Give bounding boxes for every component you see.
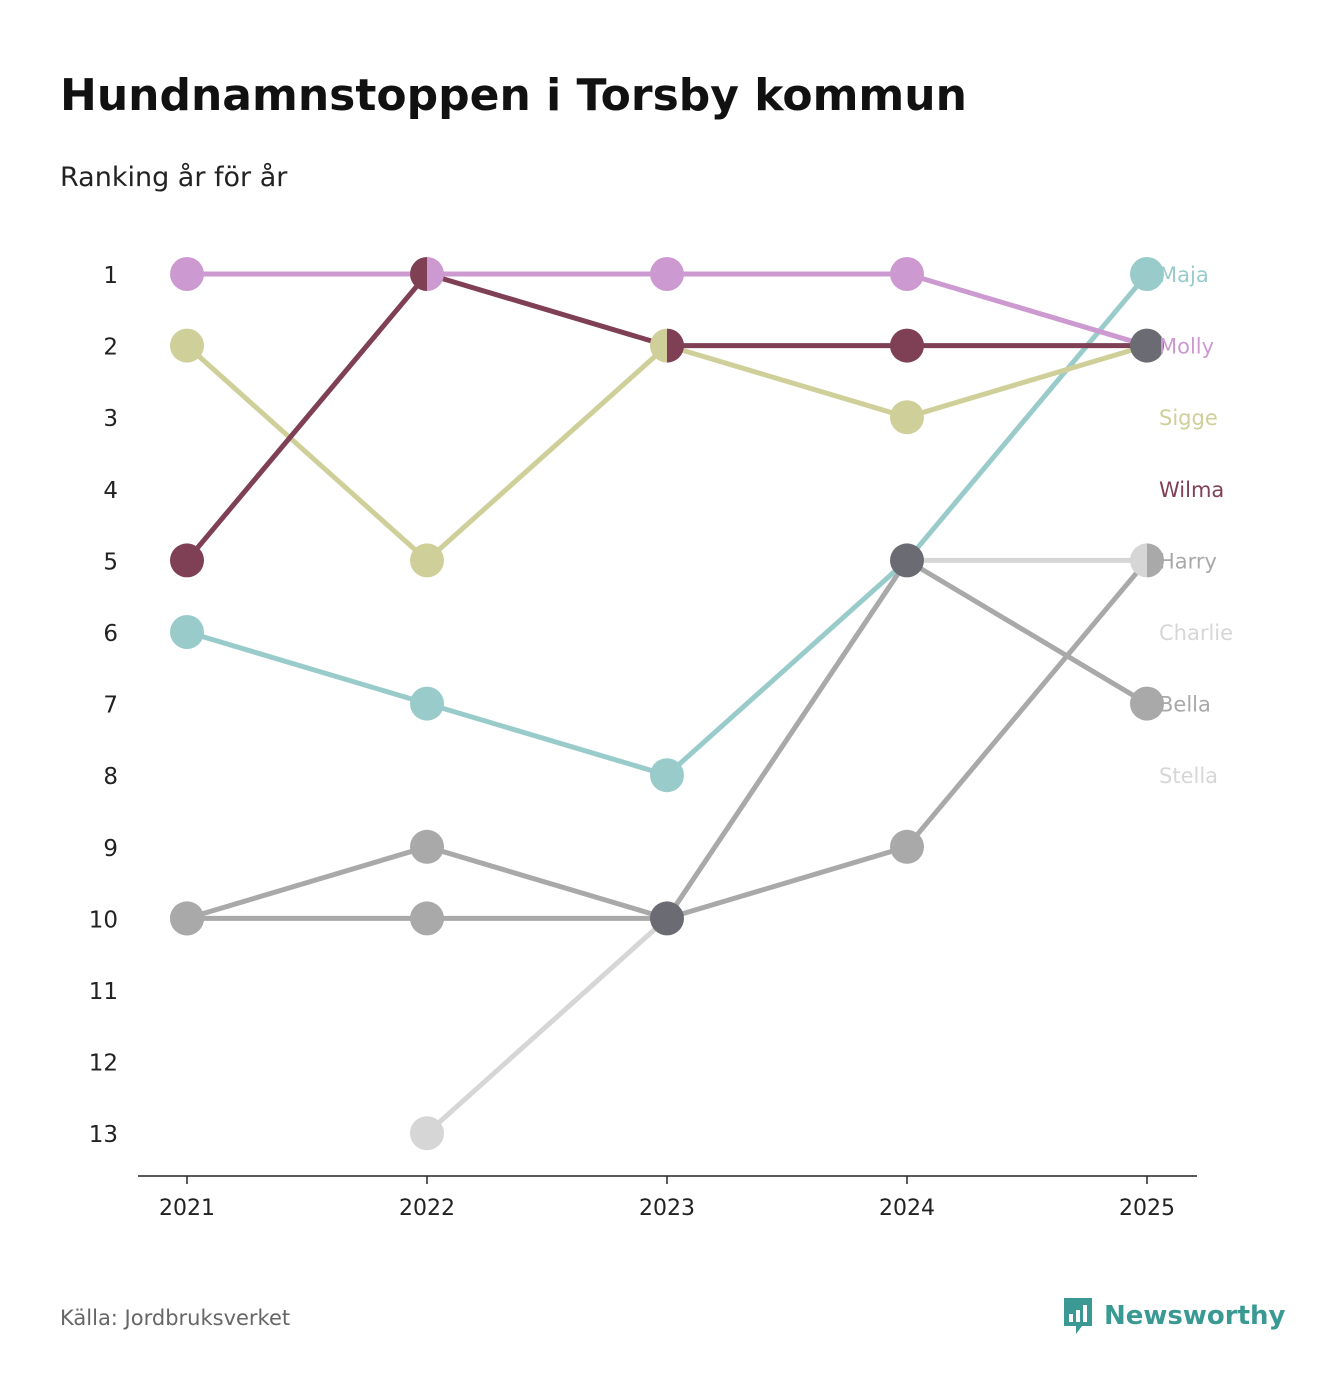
point-harry-2025 — [1147, 543, 1164, 578]
x-tick-label-2024: 2024 — [879, 1196, 935, 1221]
series-line-bella — [184, 557, 1150, 921]
y-tick-label-9: 9 — [103, 836, 118, 862]
series-label-charlie: Charlie — [1159, 621, 1233, 645]
brand-name: Newsworthy — [1104, 1301, 1286, 1331]
y-tick-label-8: 8 — [103, 764, 118, 790]
point-molly-2024 — [890, 257, 924, 291]
series-line-sigge — [184, 343, 1150, 563]
series-label-bella: Bella — [1159, 693, 1211, 717]
series-label-molly: Molly — [1159, 335, 1214, 359]
x-tick-label-2023: 2023 — [639, 1196, 695, 1221]
series-lines — [184, 271, 1150, 1136]
y-tick-label-2: 2 — [103, 335, 118, 361]
point-sigge-2023 — [650, 328, 667, 363]
point-shared-2023-rank-10 — [650, 901, 684, 936]
point-sigge-2021 — [170, 328, 204, 363]
point-wilma-2022 — [410, 257, 427, 291]
source-note: Källa: Jordbruksverket — [60, 1306, 291, 1330]
point-maja-2022 — [410, 686, 444, 721]
y-tick-label-10: 10 — [89, 907, 118, 933]
bar-chart-icon — [1064, 1298, 1092, 1334]
y-tick-label-6: 6 — [103, 621, 118, 647]
point-shared-2024-rank-5 — [890, 543, 924, 578]
point-maja-2021 — [170, 615, 204, 649]
point-maja-2025 — [1130, 257, 1164, 291]
point-harry-2021 — [170, 901, 204, 936]
y-tick-label-7: 7 — [103, 693, 118, 719]
point-maja-2023 — [650, 758, 684, 793]
y-tick-label-13: 13 — [89, 1122, 118, 1148]
series-labels: Maja Molly Sigge Wilma Harry Charlie Bella Stel… — [1159, 263, 1233, 788]
point-harry-2024 — [890, 829, 924, 864]
series-label-harry: Harry — [1159, 549, 1217, 573]
series-label-maja: Maja — [1159, 263, 1209, 287]
x-tick-label-2021: 2021 — [159, 1196, 215, 1221]
series-label-stella: Stella — [1159, 764, 1218, 788]
point-sigge-2024 — [890, 400, 924, 435]
point-molly-2022 — [427, 257, 444, 291]
y-tick-label-4: 4 — [103, 478, 118, 504]
y-tick-label-11: 11 — [89, 979, 118, 1005]
point-harry-2022 — [410, 901, 444, 936]
series-line-harry — [184, 557, 1150, 921]
point-bella-2022 — [410, 829, 444, 864]
series-line-stella — [424, 557, 1150, 1136]
point-molly-2021 — [170, 257, 204, 291]
series-line-wilma — [184, 271, 1150, 563]
point-sigge-2022 — [410, 543, 444, 578]
point-wilma-2024 — [890, 328, 924, 363]
series-label-sigge: Sigge — [1159, 406, 1218, 430]
x-tick-label-2022: 2022 — [399, 1196, 455, 1221]
point-shared-2025-rank-2 — [1130, 328, 1164, 363]
chart-subtitle: Ranking år för år — [60, 162, 288, 193]
point-wilma-2023 — [667, 328, 684, 363]
chart-title: Hundnamnstoppen i Torsby kommun — [60, 70, 967, 121]
point-stella-2022 — [410, 1116, 444, 1151]
y-tick-label-1: 1 — [103, 263, 118, 289]
x-axis-ticks: 2021 2022 2023 2024 2025 — [159, 1176, 1175, 1221]
point-molly-2023 — [650, 257, 684, 291]
point-bella-2025 — [1130, 686, 1164, 721]
y-tick-label-5: 5 — [103, 549, 118, 575]
point-stella-2025 — [1130, 543, 1147, 578]
x-tick-label-2025: 2025 — [1119, 1196, 1175, 1221]
series-points — [170, 257, 1164, 1151]
series-label-wilma: Wilma — [1159, 478, 1224, 502]
point-wilma-2021 — [170, 543, 204, 578]
y-tick-label-12: 12 — [89, 1051, 118, 1077]
y-tick-label-3: 3 — [103, 406, 118, 432]
newsworthy-logo: Newsworthy — [1062, 1296, 1285, 1336]
